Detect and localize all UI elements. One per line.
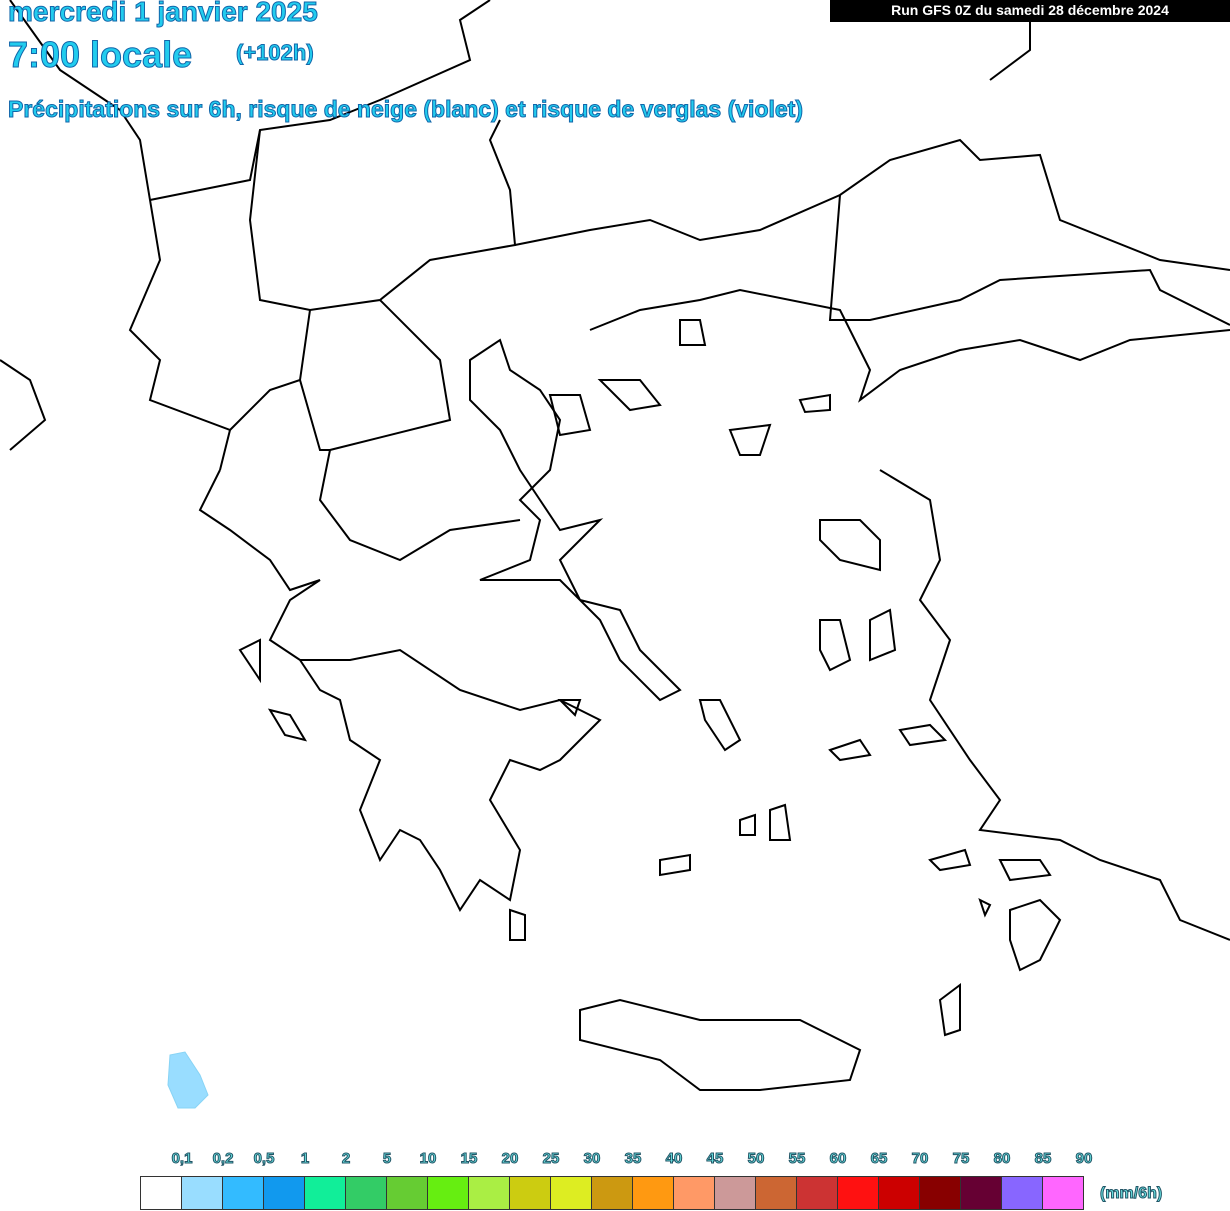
legend-label: 5 — [382, 1150, 392, 1168]
legend-swatch — [592, 1177, 633, 1209]
legend-label: 2 — [341, 1150, 351, 1168]
legend-swatch — [305, 1177, 346, 1209]
legend-swatch — [141, 1177, 182, 1209]
legend-swatch — [469, 1177, 510, 1209]
legend-label: 90 — [1075, 1150, 1093, 1168]
coastlines — [198, 288, 1230, 1091]
legend-label: 75 — [952, 1150, 970, 1168]
legend-swatch — [551, 1177, 592, 1209]
legend-unit: (mm/6h) — [1099, 1185, 1163, 1203]
legend-label: 40 — [665, 1150, 683, 1168]
legend-swatch — [920, 1177, 961, 1209]
legend-label: 0,1 — [171, 1150, 193, 1168]
legend-label: 85 — [1034, 1150, 1052, 1168]
legend-label: 80 — [993, 1150, 1011, 1168]
legend-label: 30 — [583, 1150, 601, 1168]
legend-swatch — [1002, 1177, 1043, 1209]
legend-label: 70 — [911, 1150, 929, 1168]
legend-swatch — [838, 1177, 879, 1209]
legend-swatch — [387, 1177, 428, 1209]
legend-label: 35 — [624, 1150, 642, 1168]
model-run-label: Run GFS 0Z du samedi 28 décembre 2024 — [830, 0, 1230, 22]
legend-label: 65 — [870, 1150, 888, 1168]
legend-label: 15 — [460, 1150, 478, 1168]
legend-swatch — [510, 1177, 551, 1209]
legend-swatch — [428, 1177, 469, 1209]
legend-swatch — [715, 1177, 756, 1209]
lead-time: (+102h) — [236, 40, 315, 66]
legend-swatch — [264, 1177, 305, 1209]
legend-swatch — [223, 1177, 264, 1209]
legend-swatch — [674, 1177, 715, 1209]
legend-label: 55 — [788, 1150, 806, 1168]
legend-swatch — [182, 1177, 223, 1209]
legend-label: 45 — [706, 1150, 724, 1168]
legend-swatch — [961, 1177, 1002, 1209]
legend-swatch — [346, 1177, 387, 1209]
legend-label: 25 — [542, 1150, 560, 1168]
legend-label: 60 — [829, 1150, 847, 1168]
borders — [0, 0, 1230, 562]
legend-swatch — [756, 1177, 797, 1209]
legend-swatch — [797, 1177, 838, 1209]
legend-swatch — [633, 1177, 674, 1209]
precipitation-area — [167, 1051, 209, 1109]
legend-swatch — [1043, 1177, 1083, 1209]
legend-label: 1 — [300, 1150, 310, 1168]
legend-label: 20 — [501, 1150, 519, 1168]
map-subtitle: Précipitations sur 6h, risque de neige (… — [8, 96, 804, 123]
legend-label: 50 — [747, 1150, 765, 1168]
legend-label: 0,2 — [212, 1150, 234, 1168]
forecast-date: mercredi 1 janvier 2025 — [8, 0, 319, 28]
forecast-time: 7:00 locale — [7, 34, 193, 76]
legend-label: 0,5 — [253, 1150, 275, 1168]
legend-swatch — [879, 1177, 920, 1209]
map — [0, 0, 1230, 1109]
legend-label: 10 — [419, 1150, 437, 1168]
color-legend — [140, 1176, 1084, 1210]
